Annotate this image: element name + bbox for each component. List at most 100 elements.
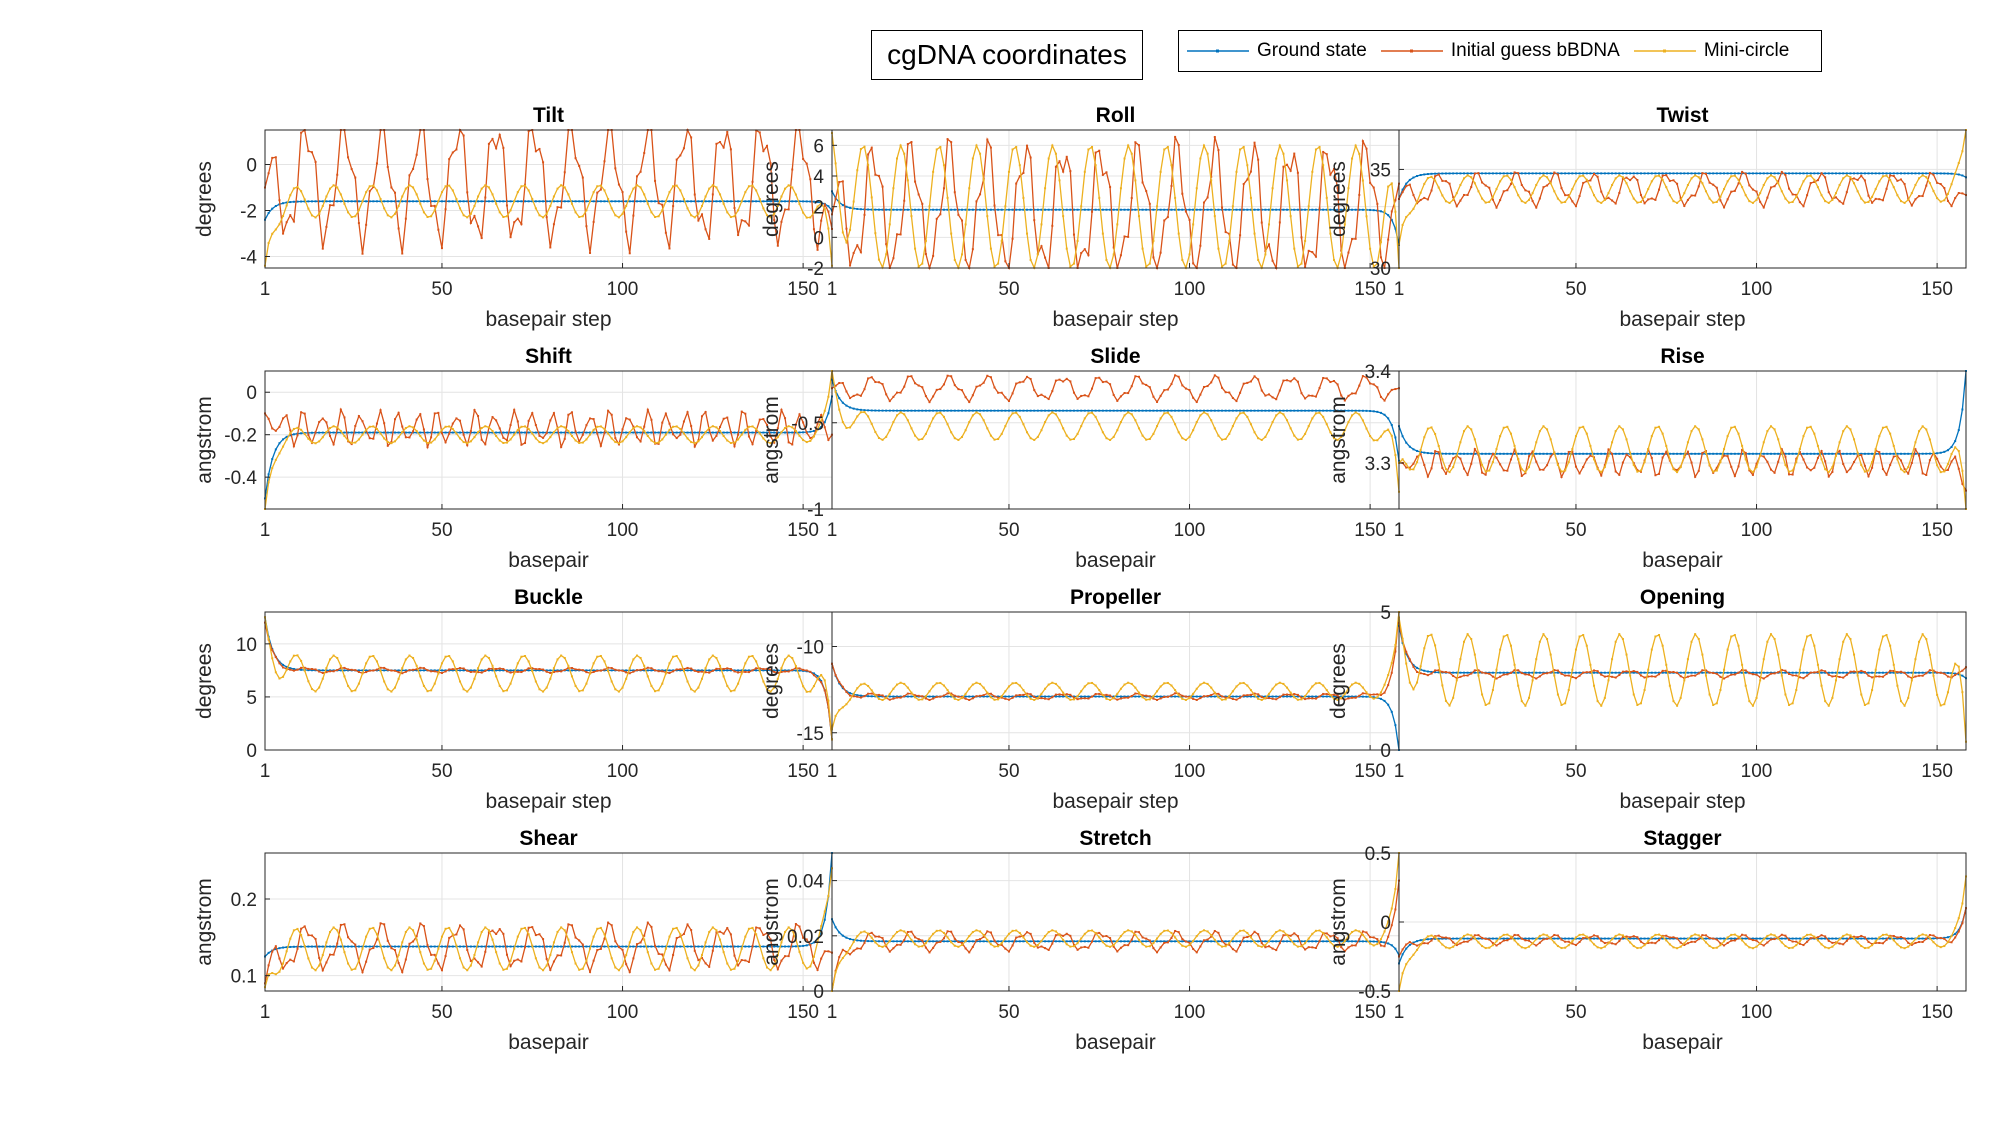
- data-point: [1379, 697, 1382, 700]
- data-point: [1026, 208, 1029, 211]
- data-point: [1145, 698, 1148, 701]
- data-point: [509, 438, 512, 441]
- x-tick-label: 50: [998, 520, 1019, 541]
- data-point: [1881, 468, 1884, 471]
- data-point: [812, 685, 815, 688]
- data-point: [1878, 671, 1881, 674]
- data-point: [1206, 682, 1209, 685]
- data-point: [1741, 448, 1744, 451]
- data-point: [1036, 697, 1039, 700]
- data-point: [1499, 180, 1502, 183]
- data-point: [289, 434, 292, 437]
- data-point: [859, 696, 862, 699]
- data-point: [1506, 634, 1509, 637]
- data-point: [607, 409, 610, 412]
- data-point: [1098, 208, 1101, 211]
- data-point: [1463, 177, 1466, 180]
- data-point: [484, 654, 487, 657]
- data-point: [715, 669, 718, 672]
- data-point: [1170, 695, 1173, 698]
- data-point: [787, 670, 790, 673]
- data-point: [1751, 471, 1754, 474]
- data-point: [513, 959, 516, 962]
- data-point: [762, 957, 765, 960]
- data-point: [1578, 426, 1581, 429]
- data-point: [697, 200, 700, 203]
- data-point: [603, 189, 606, 192]
- data-point: [285, 946, 288, 949]
- data-point: [599, 425, 602, 428]
- data-point: [1679, 466, 1682, 469]
- data-point: [1889, 463, 1892, 466]
- data-point: [1611, 172, 1614, 175]
- data-point: [1072, 696, 1075, 699]
- data-point: [1152, 695, 1155, 698]
- data-point: [314, 969, 317, 972]
- data-point: [466, 969, 469, 972]
- data-point: [1820, 458, 1823, 461]
- data-point: [329, 427, 332, 430]
- data-point: [459, 667, 462, 670]
- data-point: [1542, 186, 1545, 189]
- data-point: [1928, 653, 1931, 656]
- data-point: [412, 200, 415, 203]
- data-point: [1473, 448, 1476, 451]
- data-point: [1105, 437, 1108, 440]
- legend-entry-initial-guess: Initial guess bBDNA: [1380, 40, 1620, 62]
- data-point: [1780, 668, 1783, 671]
- series-line-initial-guess-bbdna: [831, 374, 1400, 404]
- data-point: [408, 926, 411, 929]
- data-point: [1098, 376, 1101, 379]
- data-point: [300, 190, 303, 193]
- data-point: [336, 656, 339, 659]
- data-point: [1257, 258, 1260, 261]
- data-point: [668, 422, 671, 425]
- data-point: [589, 433, 592, 436]
- data-point: [1650, 452, 1653, 455]
- data-point: [661, 953, 664, 956]
- data-point: [1322, 415, 1325, 418]
- data-point: [498, 669, 501, 672]
- data-point: [1925, 176, 1928, 179]
- data-point: [347, 945, 350, 948]
- data-point: [1762, 184, 1765, 187]
- data-point: [386, 668, 389, 671]
- x-tick-label: 150: [1921, 761, 1953, 782]
- data-point: [1831, 470, 1834, 473]
- data-point: [1289, 409, 1292, 412]
- data-point: [762, 668, 765, 671]
- data-point: [1300, 236, 1303, 239]
- data-point: [1365, 376, 1368, 379]
- data-point: [827, 210, 830, 213]
- data-point: [1639, 200, 1642, 203]
- data-point: [560, 431, 563, 434]
- data-point: [744, 412, 747, 415]
- data-point: [589, 672, 592, 675]
- data-point: [1105, 693, 1108, 696]
- data-point: [1704, 669, 1707, 672]
- data-point: [1874, 448, 1877, 451]
- data-point: [917, 384, 920, 387]
- data-point: [910, 691, 913, 694]
- data-point: [415, 430, 418, 433]
- data-point: [682, 944, 685, 947]
- data-point: [625, 963, 628, 966]
- data-point: [1571, 676, 1574, 679]
- legend-label: Ground state: [1257, 40, 1367, 61]
- data-point: [719, 200, 722, 203]
- data-point: [744, 935, 747, 938]
- data-point: [762, 934, 765, 937]
- data-point: [1603, 671, 1606, 674]
- data-point: [690, 945, 693, 948]
- data-point: [1419, 448, 1422, 451]
- data-point: [617, 183, 620, 186]
- data-point: [896, 414, 899, 417]
- data-point: [1365, 691, 1368, 694]
- data-point: [1033, 389, 1036, 392]
- data-point: [968, 208, 971, 211]
- data-point: [1170, 694, 1173, 697]
- data-point: [964, 223, 967, 226]
- data-point: [1918, 671, 1921, 674]
- data-point: [1582, 634, 1585, 637]
- data-point: [552, 200, 555, 203]
